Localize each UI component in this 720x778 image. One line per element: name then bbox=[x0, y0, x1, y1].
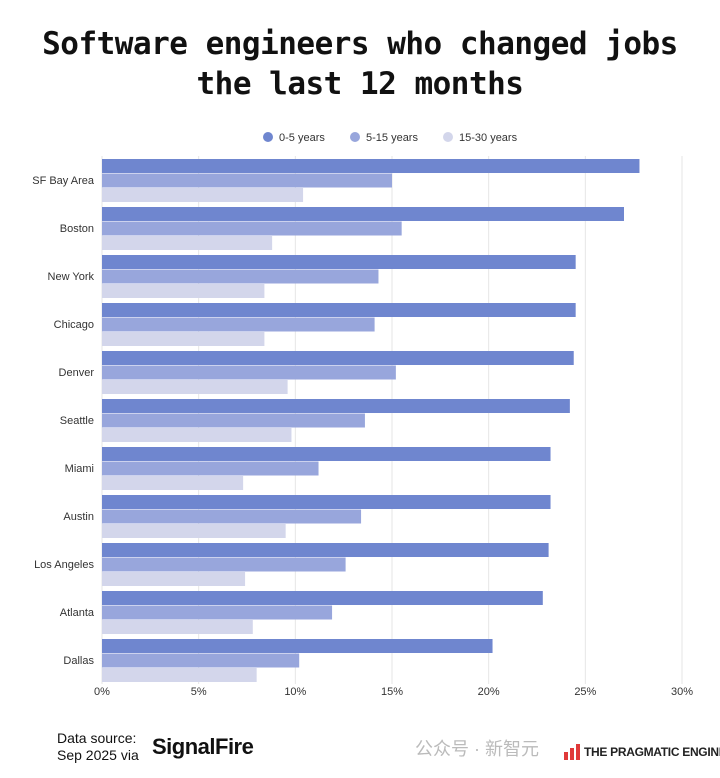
bar-15-30-years bbox=[102, 620, 253, 634]
category-label: Boston bbox=[60, 223, 94, 235]
bar-5-15-years bbox=[102, 461, 319, 476]
bar-5-15-years bbox=[102, 653, 300, 668]
category-label: Chicago bbox=[54, 319, 94, 331]
bar-15-30-years bbox=[102, 428, 292, 442]
signalfire-logo: SignalFire bbox=[152, 734, 254, 759]
bar-5-15-years bbox=[102, 221, 402, 236]
legend-marker bbox=[443, 132, 453, 142]
legend-label: 15-30 years bbox=[459, 132, 518, 144]
watermark: 公众号 · 新智元 bbox=[415, 739, 539, 759]
bar-0-5-years bbox=[102, 351, 574, 365]
category-label: Atlanta bbox=[60, 607, 95, 619]
bar-5-15-years bbox=[102, 605, 333, 620]
bar-15-30-years bbox=[102, 476, 244, 490]
x-tick-label: 20% bbox=[478, 686, 500, 698]
x-tick-label: 25% bbox=[574, 686, 596, 698]
data-source-line-1: Data source: bbox=[57, 730, 137, 746]
bar-5-15-years bbox=[102, 269, 379, 284]
x-tick-label: 5% bbox=[191, 686, 207, 698]
category-label: Miami bbox=[65, 463, 94, 475]
legend-marker bbox=[263, 132, 273, 142]
category-label: Dallas bbox=[63, 655, 94, 667]
chart-title-line-1: Software engineers who changed jobs bbox=[42, 26, 678, 62]
bar-0-5-years bbox=[102, 543, 549, 557]
bar-5-15-years bbox=[102, 413, 365, 428]
bar-15-30-years bbox=[102, 668, 257, 682]
bar-15-30-years bbox=[102, 236, 273, 250]
bar-0-5-years bbox=[102, 207, 624, 221]
chart-title-line-2: the last 12 months bbox=[196, 66, 524, 102]
category-label: New York bbox=[48, 271, 95, 283]
bar-0-5-years bbox=[102, 495, 551, 509]
bar-0-5-years bbox=[102, 399, 570, 413]
x-tick-label: 15% bbox=[381, 686, 403, 698]
bar-0-5-years bbox=[102, 159, 640, 173]
bar-15-30-years bbox=[102, 380, 288, 394]
pragmatic-engineer-logo: THE PRAGMATIC ENGINEER bbox=[584, 745, 720, 759]
legend-label: 5-15 years bbox=[366, 132, 418, 144]
x-tick-label: 0% bbox=[94, 686, 110, 698]
bar-5-15-years bbox=[102, 173, 392, 188]
category-label: SF Bay Area bbox=[32, 175, 95, 187]
bar-15-30-years bbox=[102, 524, 286, 538]
bar-chart: 0% 5% 10% 15% 20% 25% 30% 0-5 years 5-15 years 15… bbox=[32, 132, 693, 698]
bar-0-5-years bbox=[102, 591, 543, 605]
bar-5-15-years bbox=[102, 365, 396, 380]
bar-15-30-years bbox=[102, 332, 265, 346]
data-source: Data source: Sep 2025 via bbox=[57, 730, 139, 764]
category-label: Los Angeles bbox=[34, 559, 94, 571]
legend-label: 0-5 years bbox=[279, 132, 325, 144]
x-tick-label: 10% bbox=[284, 686, 306, 698]
category-label: Seattle bbox=[60, 415, 94, 427]
data-source-line-2: Sep 2025 via bbox=[57, 747, 139, 763]
bar-5-15-years bbox=[102, 317, 375, 332]
bar-5-15-years bbox=[102, 509, 362, 524]
category-label: Denver bbox=[59, 367, 95, 379]
pragmatic-engineer-logo-icon bbox=[564, 744, 580, 760]
bar-15-30-years bbox=[102, 572, 246, 586]
bar-0-5-years bbox=[102, 639, 493, 653]
legend-marker bbox=[350, 132, 360, 142]
category-label: Austin bbox=[63, 511, 94, 523]
bar-5-15-years bbox=[102, 557, 346, 572]
bar-15-30-years bbox=[102, 188, 304, 202]
bar-0-5-years bbox=[102, 255, 576, 269]
bar-0-5-years bbox=[102, 447, 551, 461]
bar-15-30-years bbox=[102, 284, 265, 298]
x-tick-label: 30% bbox=[671, 686, 693, 698]
bar-0-5-years bbox=[102, 303, 576, 317]
